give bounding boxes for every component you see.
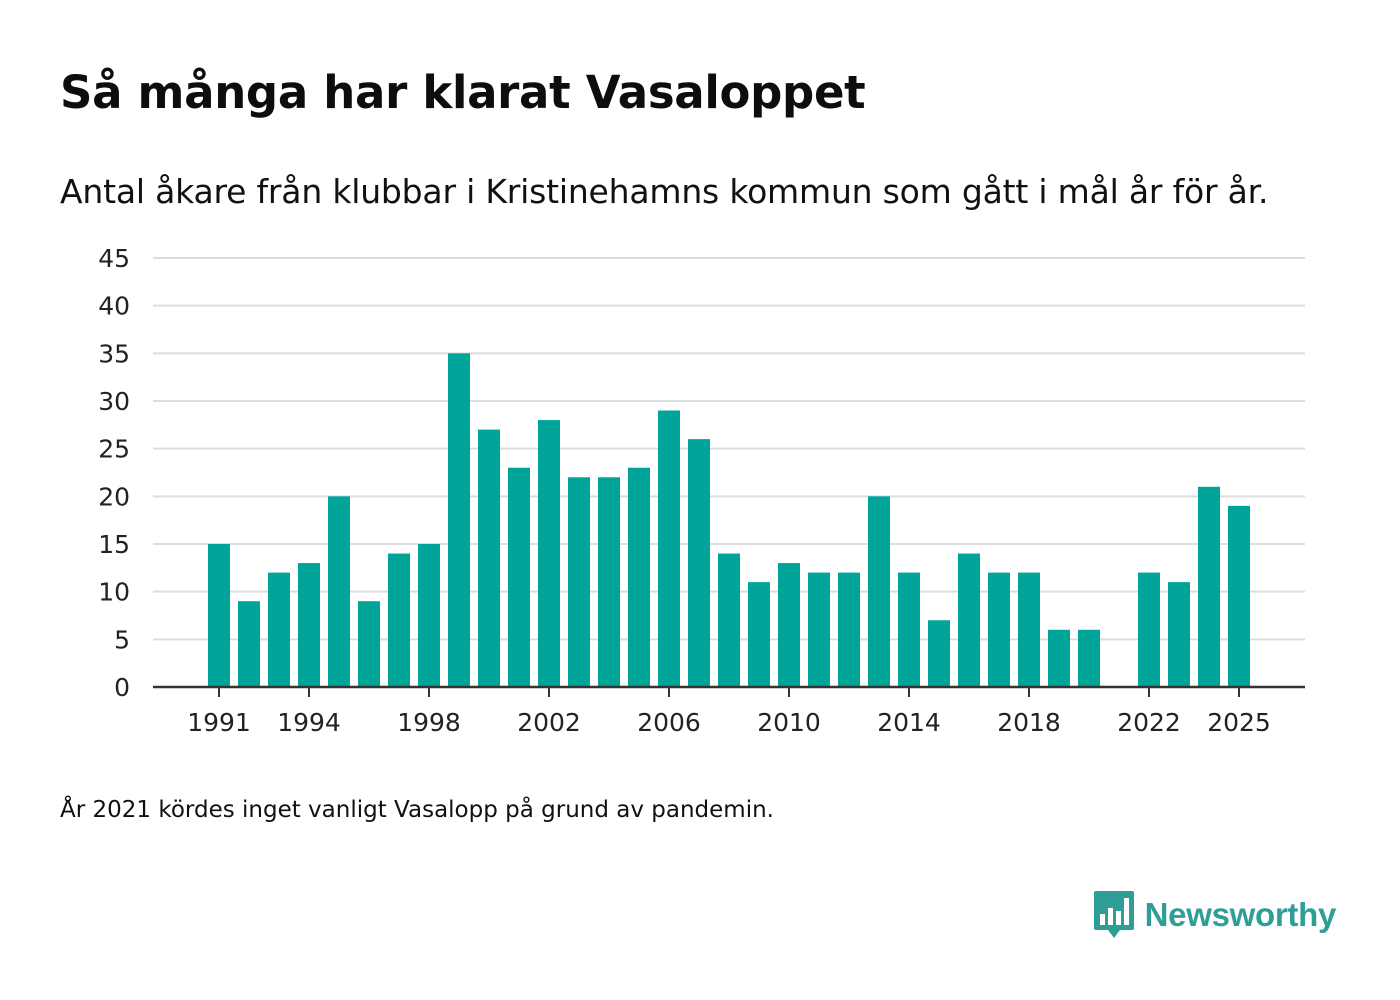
bar-2016 xyxy=(958,553,980,687)
bar-2024 xyxy=(1198,486,1220,687)
bar-1995 xyxy=(328,496,350,687)
bar-2006 xyxy=(658,410,680,687)
bar-1992 xyxy=(238,601,260,687)
chart-title: Så många har klarat Vasaloppet xyxy=(60,66,866,119)
bar-1999 xyxy=(448,353,470,687)
bar-2007 xyxy=(688,439,710,687)
x-axis xyxy=(153,685,1305,697)
newsworthy-logo-icon xyxy=(1093,891,1134,938)
bar-1991 xyxy=(208,544,230,687)
x-tick-label: 1991 xyxy=(187,708,251,737)
chart-subtitle: Antal åkare från klubbar i Kristinehamns… xyxy=(60,172,1269,211)
x-tick-label: 2010 xyxy=(757,708,821,737)
x-tick-label: 1994 xyxy=(277,708,341,737)
bar-2018 xyxy=(1018,572,1040,687)
bar-2004 xyxy=(598,477,620,687)
bar-2002 xyxy=(538,420,560,687)
bar-2009 xyxy=(748,582,770,687)
x-axis-labels: 1991 1994 1998 2002 2006 2010 2014 2018 2022 2025 xyxy=(187,708,1271,737)
bar-2000 xyxy=(478,429,500,687)
bar-1993 xyxy=(268,572,290,687)
y-tick-label: 30 xyxy=(98,387,130,416)
y-tick-label: 40 xyxy=(98,292,130,321)
bar-2012 xyxy=(838,572,860,687)
y-axis-labels: 0 5 10 15 20 25 30 35 40 45 xyxy=(98,244,130,702)
bar-2005 xyxy=(628,467,650,687)
bar-2020 xyxy=(1078,629,1100,687)
grid-lines xyxy=(153,257,1305,641)
bar-1998 xyxy=(418,544,440,687)
x-tick-label: 2025 xyxy=(1207,708,1271,737)
brand-logo: Newsworthy xyxy=(1093,890,1336,940)
bar-2015 xyxy=(928,620,950,687)
bar-2019 xyxy=(1048,629,1070,687)
y-tick-label: 45 xyxy=(98,244,130,273)
y-tick-label: 35 xyxy=(98,339,130,368)
bar-2013 xyxy=(868,496,890,687)
bar-2023 xyxy=(1168,582,1190,687)
x-tick-label: 2014 xyxy=(877,708,941,737)
bar-2022 xyxy=(1138,572,1160,687)
y-tick-label: 25 xyxy=(98,435,130,464)
y-tick-label: 5 xyxy=(114,625,130,654)
bars xyxy=(208,353,1250,687)
bar-2011 xyxy=(808,572,830,687)
y-tick-label: 10 xyxy=(98,578,130,607)
bar-2010 xyxy=(778,563,800,687)
x-tick-label: 1998 xyxy=(397,708,461,737)
bar-1994 xyxy=(298,563,320,687)
y-tick-label: 20 xyxy=(98,482,130,511)
x-tick-label: 2018 xyxy=(997,708,1061,737)
footnote: År 2021 kördes inget vanligt Vasalopp på… xyxy=(60,797,774,823)
bar-2017 xyxy=(988,572,1010,687)
x-tick-label: 2002 xyxy=(517,708,581,737)
bar-1996 xyxy=(358,601,380,687)
x-tick-label: 2006 xyxy=(637,708,701,737)
bar-2025 xyxy=(1228,505,1250,687)
bar-1997 xyxy=(388,553,410,687)
x-tick-label: 2022 xyxy=(1117,708,1181,737)
bar-2003 xyxy=(568,477,590,687)
bar-2001 xyxy=(508,467,530,687)
y-tick-label: 0 xyxy=(114,673,130,702)
bar-2014 xyxy=(898,572,920,687)
brand-name: Newsworthy xyxy=(1144,896,1337,933)
y-tick-label: 15 xyxy=(98,530,130,559)
bar-2008 xyxy=(718,553,740,687)
